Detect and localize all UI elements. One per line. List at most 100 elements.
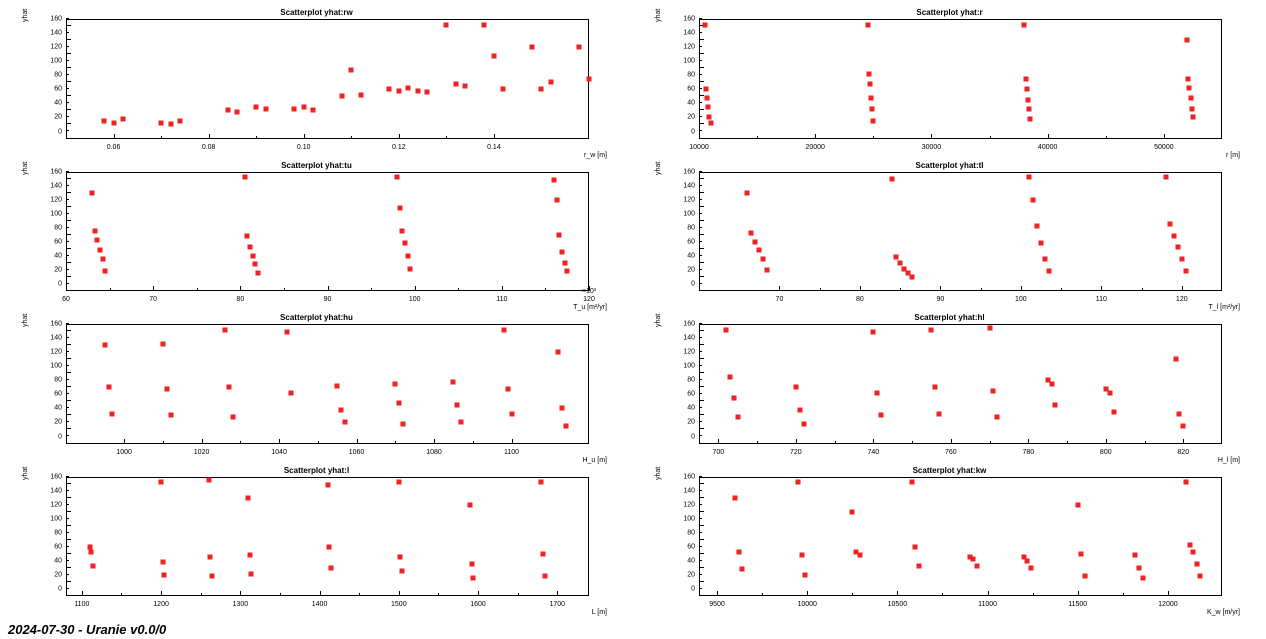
data-point xyxy=(100,257,105,262)
y-tick-label: 0 xyxy=(38,433,62,440)
data-point xyxy=(242,175,247,180)
x-tick-label: 20000 xyxy=(805,144,824,151)
y-tick-label: 120 xyxy=(671,196,695,203)
panel-grid: Scatterplot yhat:rwyhat02040608010012014… xyxy=(0,0,1266,614)
data-point xyxy=(405,253,410,258)
y-tick-label: 20 xyxy=(38,266,62,273)
data-point xyxy=(871,118,876,123)
data-point xyxy=(974,564,979,569)
data-point xyxy=(455,402,460,407)
data-point xyxy=(552,177,557,182)
data-point xyxy=(1185,38,1190,43)
plot-frame xyxy=(66,19,589,139)
chart-title: Scatterplot yhat:tu xyxy=(20,161,613,170)
y-tick-label: 120 xyxy=(671,44,695,51)
y-tick-label: 40 xyxy=(671,100,695,107)
y-axis-label: yhat xyxy=(22,161,29,174)
y-tick-label: 0 xyxy=(671,433,695,440)
y-tick-label: 80 xyxy=(671,72,695,79)
data-point xyxy=(559,250,564,255)
data-point xyxy=(284,330,289,335)
data-point xyxy=(501,327,506,332)
data-point xyxy=(735,414,740,419)
y-tick-label: 80 xyxy=(671,529,695,536)
data-point xyxy=(395,175,400,180)
data-point xyxy=(253,262,258,267)
y-tick-label: 0 xyxy=(671,586,695,593)
data-point xyxy=(865,22,870,27)
data-point xyxy=(910,274,915,279)
y-axis-label: yhat xyxy=(22,9,29,22)
data-point xyxy=(587,76,592,81)
data-point xyxy=(1171,234,1176,239)
data-point xyxy=(226,385,231,390)
y-tick-label: 20 xyxy=(671,571,695,578)
data-point xyxy=(1027,106,1032,111)
plot-area: 0204060801001201401607007207407607808008… xyxy=(699,324,1222,444)
data-point xyxy=(491,53,496,58)
chart-panel: Scatterplot yhat:tuyhat02040608010012014… xyxy=(20,161,613,310)
y-tick-label: 100 xyxy=(38,58,62,65)
chart-title: Scatterplot yhat:kw xyxy=(653,466,1246,475)
y-tick-label: 160 xyxy=(671,16,695,23)
data-point xyxy=(397,206,402,211)
data-point xyxy=(255,271,260,276)
data-point xyxy=(95,238,100,243)
data-point xyxy=(556,350,561,355)
data-point xyxy=(799,553,804,558)
data-point xyxy=(230,414,235,419)
data-point xyxy=(745,190,750,195)
x-tick-label: 70 xyxy=(149,296,157,303)
data-point xyxy=(459,420,464,425)
y-tick-label: 160 xyxy=(671,321,695,328)
y-tick-label: 140 xyxy=(671,487,695,494)
data-point xyxy=(159,121,164,126)
x-tick-label: 80 xyxy=(236,296,244,303)
x-tick-label: 0.08 xyxy=(202,144,216,151)
x-tick-label: 10500 xyxy=(888,601,907,608)
plot-frame xyxy=(699,19,1222,139)
data-point xyxy=(501,87,506,92)
x-tick-label: 120 xyxy=(583,296,595,303)
data-point xyxy=(909,480,914,485)
data-point xyxy=(937,411,942,416)
data-point xyxy=(1173,357,1178,362)
data-point xyxy=(1030,197,1035,202)
data-point xyxy=(111,121,116,126)
data-point xyxy=(162,572,167,577)
footer-text: 2024-07-30 - Uranie v0.0/0 xyxy=(8,622,166,637)
x-tick-label: 100 xyxy=(1015,296,1027,303)
x-tick-label: 800 xyxy=(1100,449,1112,456)
x-tick-label: 10000 xyxy=(689,144,708,151)
data-point xyxy=(1038,241,1043,246)
y-tick-label: 100 xyxy=(38,210,62,217)
data-point xyxy=(396,88,401,93)
chart-title: Scatterplot yhat:r xyxy=(653,8,1246,17)
data-point xyxy=(548,80,553,85)
data-point xyxy=(90,564,95,569)
data-point xyxy=(342,420,347,425)
data-point xyxy=(164,386,169,391)
x-tick-label: 80 xyxy=(856,296,864,303)
y-tick-label: 80 xyxy=(38,224,62,231)
data-point xyxy=(894,255,899,260)
data-point xyxy=(89,550,94,555)
data-point xyxy=(168,413,173,418)
y-tick-label: 160 xyxy=(38,168,62,175)
data-point xyxy=(393,381,398,386)
x-tick-label: 110 xyxy=(1096,296,1107,303)
x-tick-label: 50000 xyxy=(1154,144,1173,151)
y-tick-label: 160 xyxy=(38,473,62,480)
x-tick-label: 60 xyxy=(62,296,70,303)
data-point xyxy=(206,478,211,483)
y-axis-label: yhat xyxy=(22,314,29,327)
data-point xyxy=(933,385,938,390)
data-point xyxy=(1022,22,1027,27)
y-tick-label: 120 xyxy=(38,44,62,51)
chart-title: Scatterplot yhat:tl xyxy=(653,161,1246,170)
data-point xyxy=(797,407,802,412)
y-axis-label: yhat xyxy=(655,161,662,174)
data-point xyxy=(971,557,976,562)
data-point xyxy=(708,121,713,126)
data-point xyxy=(991,388,996,393)
